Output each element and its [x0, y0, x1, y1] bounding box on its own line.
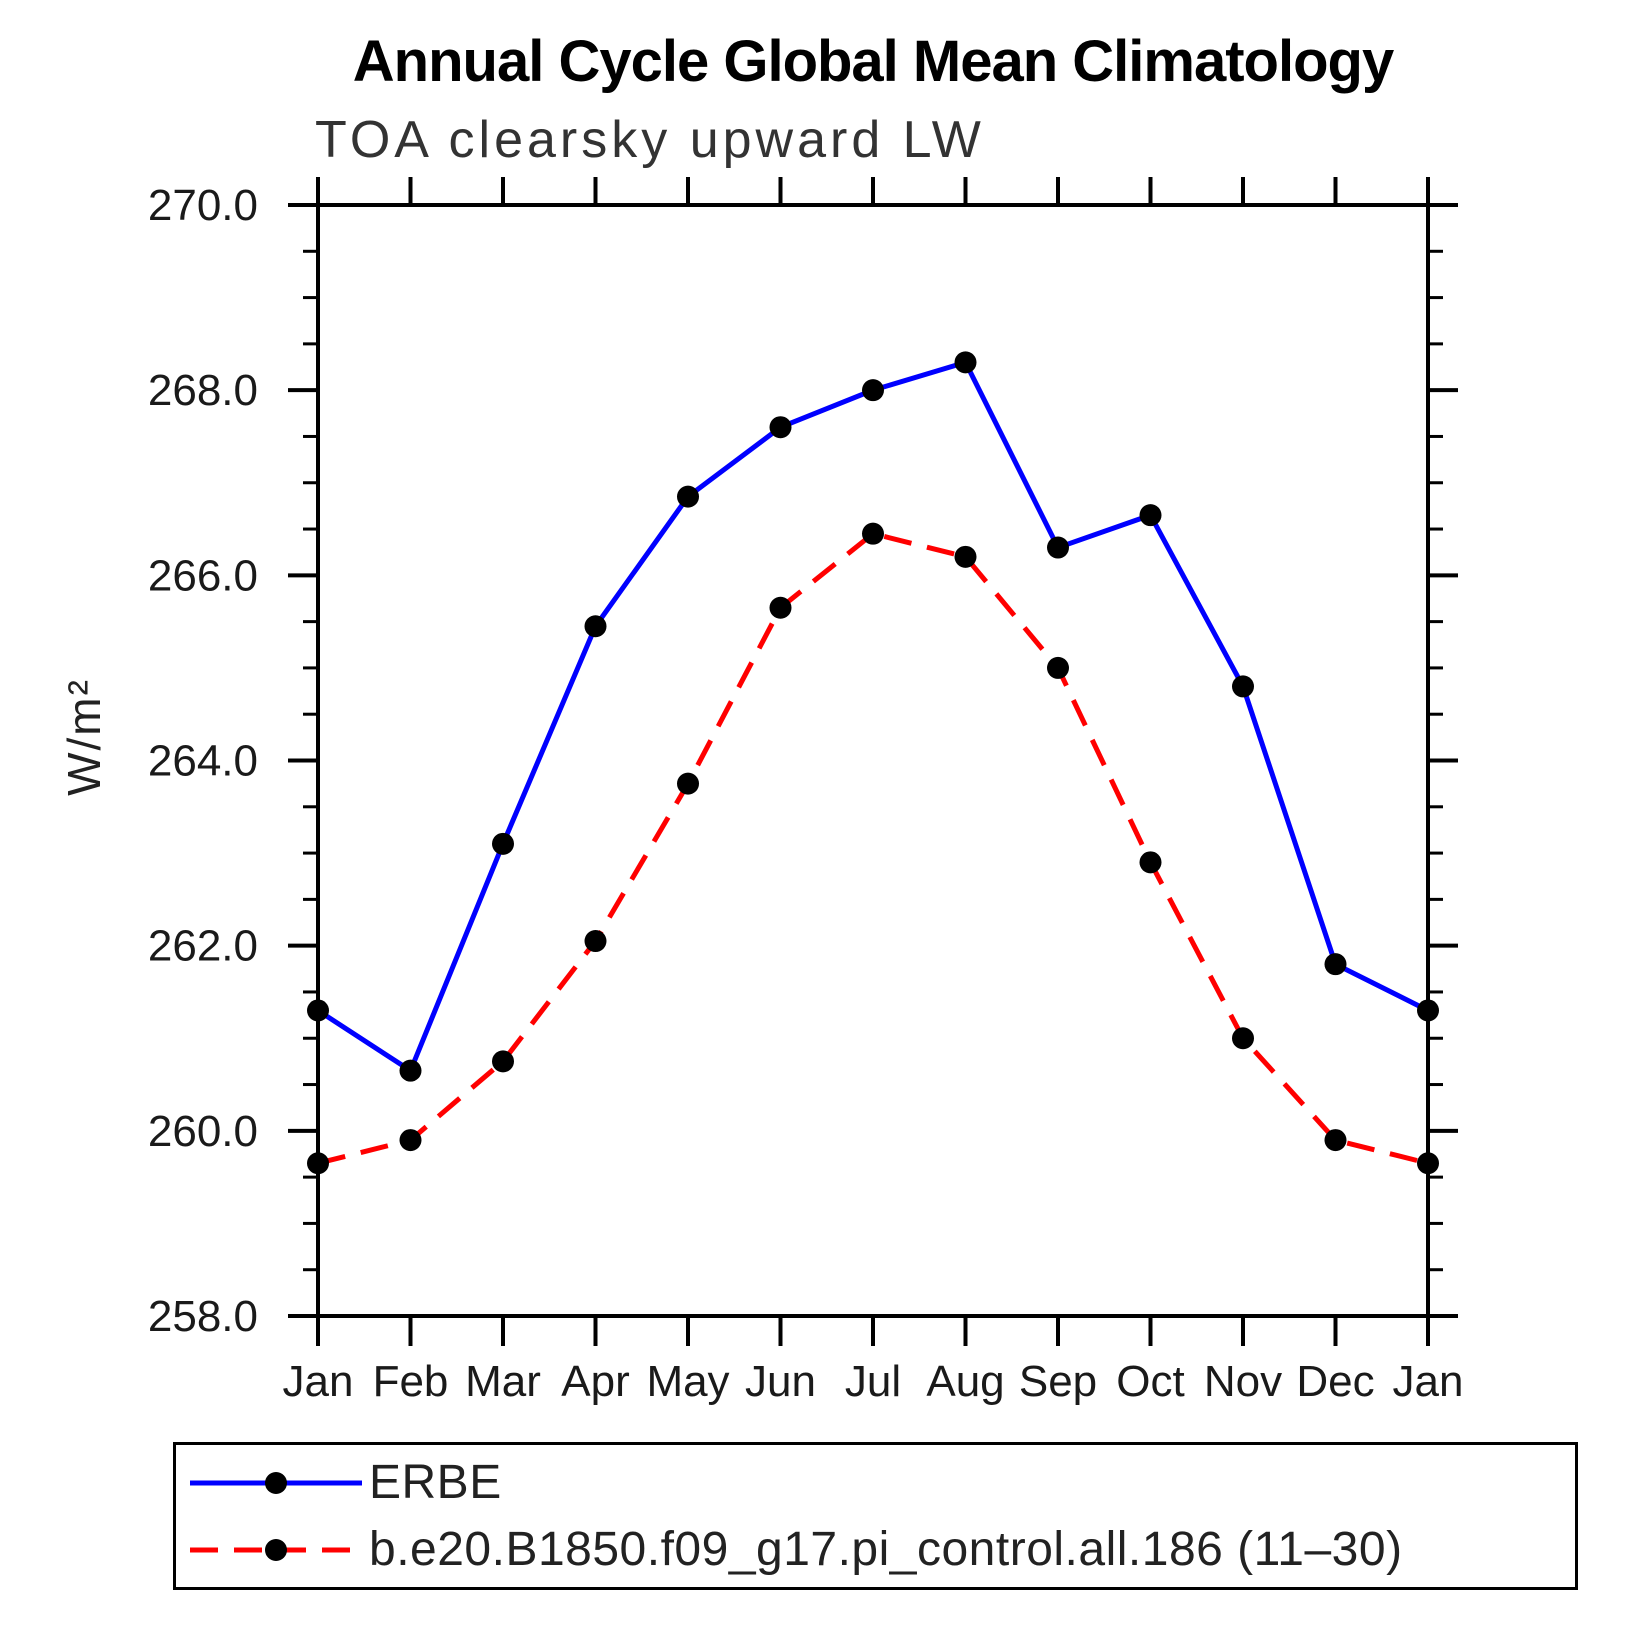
series-0-marker	[954, 351, 977, 374]
series-0-marker	[399, 1059, 422, 1082]
x-tick-label: Dec	[1296, 1357, 1374, 1406]
series-1-marker	[1139, 851, 1162, 874]
series-1-marker	[584, 930, 607, 953]
series-1-marker	[307, 1152, 329, 1175]
chart-title: Annual Cycle Global Mean Climatology	[352, 29, 1394, 94]
x-tick-label: Oct	[1116, 1357, 1184, 1406]
x-tick-label: Feb	[373, 1357, 449, 1406]
series-1-marker	[862, 522, 884, 545]
series-1-marker	[954, 545, 977, 568]
series-1-marker	[1324, 1129, 1347, 1152]
x-tick-label: Aug	[926, 1357, 1004, 1406]
series-0-marker	[769, 416, 792, 439]
series-1-marker	[1047, 656, 1069, 679]
series-1-marker	[677, 772, 699, 795]
series-1-marker	[399, 1129, 422, 1152]
series-line-0	[316, 359, 1430, 1075]
x-tick-label: Jun	[745, 1357, 816, 1406]
y-tick-label: 268.0	[148, 366, 258, 415]
x-tick-label: Jul	[845, 1357, 901, 1406]
y-tick-label: 264.0	[148, 737, 258, 786]
y-tick-label: 258.0	[148, 1292, 258, 1341]
series-1-marker	[492, 1050, 514, 1073]
series-0-marker	[307, 999, 329, 1022]
x-tick-label: May	[646, 1357, 729, 1406]
legend-marker	[265, 1471, 287, 1494]
x-tick-label: Jan	[1393, 1357, 1464, 1406]
legend-marker	[265, 1538, 287, 1561]
x-tick-label: Apr	[561, 1357, 629, 1406]
legend-item-erbe: ERBE	[176, 1453, 1575, 1513]
series-0-marker	[677, 485, 699, 508]
series-1-marker	[1232, 1027, 1254, 1050]
plot-frame	[316, 203, 1430, 1318]
series-0-marker	[862, 379, 884, 402]
x-tick-label: Jan	[283, 1357, 354, 1406]
y-tick-label: 270.0	[148, 181, 258, 230]
chart-subtitle: TOA clearsky upward LW	[315, 111, 985, 169]
series-1-marker	[769, 596, 792, 619]
legend-item-model: b.e20.B1850.f09_g17.pi_control.all.186 (…	[176, 1520, 1575, 1580]
x-tick-label: Nov	[1204, 1357, 1282, 1406]
series-0-marker	[1324, 953, 1347, 976]
legend: ERBE b.e20.B1850.f09_g17.pi_control.all.…	[173, 1442, 1578, 1590]
legend-sample-line-icon	[190, 1471, 362, 1494]
series-line-1	[317, 530, 1429, 1166]
series-0-marker	[1417, 999, 1439, 1022]
series-0-marker	[1047, 536, 1069, 559]
legend-label: b.e20.B1850.f09_g17.pi_control.all.186 (…	[369, 1523, 1403, 1576]
series-0-marker	[584, 615, 607, 638]
x-tick-label: Sep	[1019, 1357, 1097, 1406]
x-tick-label: Mar	[465, 1357, 541, 1406]
legend-sample-line-icon	[190, 1538, 362, 1561]
series-0-marker	[1232, 675, 1254, 698]
series-0-marker	[1139, 504, 1162, 527]
legend-label: ERBE	[369, 1456, 502, 1509]
series-1-marker	[1417, 1152, 1439, 1175]
series-0-marker	[492, 832, 514, 855]
y-tick-label: 266.0	[148, 551, 258, 600]
y-tick-label: 262.0	[148, 922, 258, 971]
y-tick-label: 260.0	[148, 1107, 258, 1156]
